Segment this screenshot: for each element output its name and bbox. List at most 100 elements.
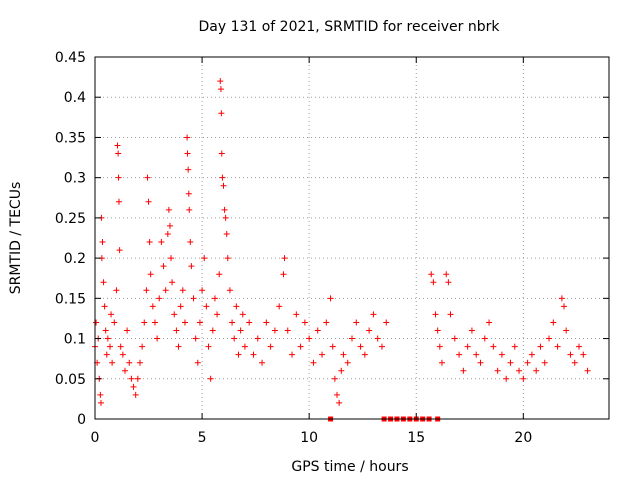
data-point-marker — [221, 206, 228, 213]
x-tick-label: 5 — [198, 430, 207, 446]
data-point-marker — [219, 174, 226, 181]
data-point-marker — [533, 367, 540, 374]
data-point-marker — [306, 335, 313, 342]
data-point-marker — [136, 359, 143, 366]
data-point-marker — [259, 359, 266, 366]
data-point-marker — [250, 351, 257, 358]
data-point-marker — [194, 359, 201, 366]
data-point-marker — [186, 206, 193, 213]
data-point-marker — [101, 303, 108, 310]
data-point-marker — [445, 279, 452, 286]
data-point-marker — [166, 222, 173, 229]
data-point-marker — [146, 239, 153, 246]
data-point-marker — [128, 375, 135, 382]
data-point-marker — [218, 150, 225, 157]
data-point-marker — [108, 311, 115, 318]
data-point-marker — [271, 327, 278, 334]
data-point-marker — [511, 343, 518, 350]
y-tick-label: 0.1 — [64, 332, 86, 348]
data-point-marker — [216, 271, 223, 278]
data-point-marker — [231, 335, 238, 342]
data-point-marker — [340, 351, 347, 358]
data-point-marker — [233, 303, 240, 310]
grid-lines — [95, 57, 609, 419]
data-point-marker — [93, 319, 100, 326]
data-point-marker — [154, 335, 161, 342]
data-point-marker — [516, 367, 523, 374]
data-point-marker — [436, 343, 443, 350]
data-point-marker — [451, 335, 458, 342]
chart-title: Day 131 of 2021, SRMTID for receiver nbr… — [198, 19, 500, 35]
data-point-marker — [481, 335, 488, 342]
x-tick-label: 20 — [514, 430, 532, 446]
data-point-marker — [111, 319, 118, 326]
data-point-marker — [361, 351, 368, 358]
data-point-marker — [344, 359, 351, 366]
y-axis-label: SRMTID / TECUs — [8, 182, 24, 295]
data-point-marker — [494, 367, 501, 374]
data-point-marker — [103, 351, 110, 358]
data-point-marker — [121, 367, 128, 374]
data-point-marker — [353, 319, 360, 326]
data-point-marker — [323, 319, 330, 326]
data-point-marker — [338, 367, 345, 374]
data-point-marker — [184, 134, 191, 141]
data-point-marker — [220, 182, 227, 189]
data-point-marker — [188, 263, 195, 270]
data-point-marker — [106, 343, 113, 350]
data-point-marker — [114, 142, 121, 149]
data-point-marker — [498, 351, 505, 358]
data-point-marker — [336, 399, 343, 406]
x-axis-label: GPS time / hours — [291, 459, 408, 475]
data-point-marker — [115, 150, 122, 157]
data-point-marker — [217, 86, 224, 93]
data-point-marker — [319, 351, 326, 358]
data-point-marker — [147, 271, 154, 278]
x-tick-label: 10 — [300, 430, 318, 446]
data-point-marker — [537, 343, 544, 350]
data-point-marker — [171, 311, 178, 318]
data-point-marker — [168, 255, 175, 262]
data-point-marker — [181, 319, 188, 326]
data-point-marker — [276, 303, 283, 310]
data-point-marker — [263, 319, 270, 326]
data-point-marker — [126, 359, 133, 366]
data-point-marker — [214, 311, 221, 318]
data-point-marker — [374, 335, 381, 342]
data-point-marker — [561, 303, 568, 310]
data-point-marker — [447, 311, 454, 318]
data-point-marker — [203, 303, 210, 310]
data-point-marker — [383, 319, 390, 326]
data-point-marker — [99, 239, 106, 246]
y-tick-label: 0.15 — [55, 291, 86, 307]
data-point-marker — [104, 335, 111, 342]
data-point-marker — [190, 295, 197, 302]
data-point-marker — [143, 287, 150, 294]
data-point-marker — [267, 343, 274, 350]
data-point-marker — [520, 375, 527, 382]
data-point-marker — [119, 351, 126, 358]
data-point-marker — [473, 351, 480, 358]
data-point-marker — [102, 327, 109, 334]
data-point-marker — [224, 255, 231, 262]
data-point-marker — [199, 287, 206, 294]
data-point-marker — [149, 303, 156, 310]
y-tick-label: 0.35 — [55, 130, 86, 146]
data-point-marker — [229, 319, 236, 326]
data-point-marker — [507, 359, 514, 366]
y-axis-ticks: 0 0.05 0.1 0.15 0.2 0.25 0.3 0.35 0.4 0.45 — [55, 50, 609, 428]
data-point-marker — [223, 230, 230, 237]
data-point-marker — [115, 174, 122, 181]
data-point-marker — [334, 391, 341, 398]
data-point-marker — [246, 319, 253, 326]
data-point-marker — [584, 367, 591, 374]
data-point-marker — [218, 110, 225, 117]
data-point-marker — [456, 351, 463, 358]
data-point-marker — [187, 239, 194, 246]
data-point-marker — [477, 359, 484, 366]
data-point-marker — [115, 198, 122, 205]
data-point-marker — [109, 359, 116, 366]
data-point-marker — [289, 351, 296, 358]
data-point-marker — [434, 327, 441, 334]
